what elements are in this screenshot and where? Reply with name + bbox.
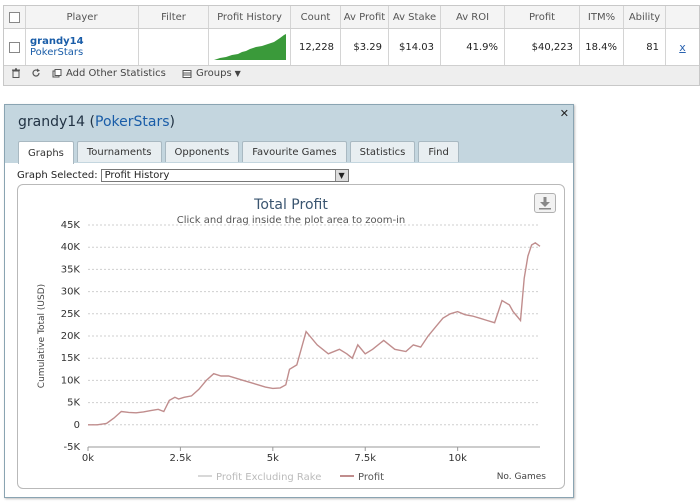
y-tick-label: 20K: [61, 331, 81, 342]
add-statistics-icon: [52, 68, 62, 77]
col-header-count[interactable]: Count: [291, 6, 341, 28]
groups-icon: [182, 69, 192, 78]
profit-chart[interactable]: Total Profit Click and drag inside the p…: [18, 185, 564, 488]
refresh-icon: [32, 68, 40, 77]
col-header-itm[interactable]: ITM%: [580, 6, 624, 28]
y-tick-label: 35K: [61, 264, 81, 275]
count-cell: 12,228: [291, 29, 341, 65]
chevron-down-icon: ▼: [234, 69, 241, 78]
chart-subtitle: Click and drag inside the plot area to z…: [177, 215, 405, 226]
select-all-checkbox-cell[interactable]: [4, 6, 26, 28]
itm-cell: 18.4%: [580, 29, 624, 65]
panel-title: grandy14 (PokerStars): [18, 114, 175, 130]
refresh-button[interactable]: [31, 68, 45, 78]
x-axis-label: No. Games: [497, 472, 547, 482]
sparkline-area: [213, 34, 286, 60]
legend-item-label[interactable]: Profit Excluding Rake: [216, 472, 321, 483]
col-header-player[interactable]: Player: [26, 6, 139, 28]
download-chart-button[interactable]: [534, 193, 556, 213]
trash-icon: [12, 68, 20, 78]
panel-tabs: Graphs Tournaments Opponents Favourite G…: [18, 141, 462, 164]
y-tick-label: 45K: [61, 220, 81, 231]
chart-grid: [88, 224, 540, 448]
chevron-down-icon: ▼: [334, 170, 348, 181]
profit-series-line: [88, 241, 541, 426]
y-tick-label: 30K: [61, 287, 81, 298]
y-axis-label: Cumulative Total (USD): [37, 284, 47, 388]
remove-row-cell: x: [666, 29, 699, 65]
col-header-ability[interactable]: Ability: [624, 6, 666, 28]
chart-series: [88, 241, 541, 426]
player-name-link[interactable]: grandy14: [30, 36, 84, 47]
table-header-row: Player Filter Profit History Count Av Pr…: [4, 6, 699, 29]
player-detail-panel: grandy14 (PokerStars) ✕ Graphs Tournamen…: [4, 104, 574, 498]
col-header-av-stake[interactable]: Av Stake: [389, 6, 441, 28]
y-tick-label: -5K: [63, 442, 80, 453]
tab-favourite-games[interactable]: Favourite Games: [242, 141, 347, 162]
close-icon[interactable]: ✕: [559, 107, 569, 120]
chart-container: Total Profit Click and drag inside the p…: [17, 184, 565, 489]
panel-header: grandy14 (PokerStars) ✕ Graphs Tournamen…: [5, 105, 573, 164]
y-tick-label: 25K: [61, 309, 81, 320]
y-axis-ticks: -5K 0 5K 10K 15K 20K 25K 30K 35K 40K 45K: [61, 220, 81, 453]
x-tick-label: 2.5k: [170, 453, 192, 464]
player-cell: grandy14 PokerStars: [26, 29, 139, 65]
graph-selected-label: Graph Selected:: [17, 170, 98, 181]
table-row: grandy14 PokerStars 12,228 $3.29 $14.03 …: [4, 29, 699, 66]
filter-cell[interactable]: [139, 29, 209, 65]
chart-legend[interactable]: Profit Excluding Rake Profit: [198, 472, 384, 483]
remove-row-link[interactable]: x: [679, 40, 686, 54]
delete-button[interactable]: [11, 68, 25, 78]
col-header-av-profit[interactable]: Av Profit: [341, 6, 389, 28]
tab-tournaments[interactable]: Tournaments: [76, 141, 162, 162]
x-tick-label: 0k: [82, 453, 94, 464]
select-all-checkbox[interactable]: [9, 11, 20, 23]
ability-cell: 81: [624, 29, 666, 65]
y-tick-label: 15K: [61, 353, 81, 364]
row-checkbox-cell[interactable]: [4, 29, 26, 65]
sparkline-chart: [213, 34, 286, 60]
col-header-profit[interactable]: Profit: [505, 6, 580, 28]
tab-opponents[interactable]: Opponents: [164, 141, 240, 162]
x-tick-label: 7.5k: [354, 453, 376, 464]
add-other-statistics-button[interactable]: Add Other Statistics: [52, 68, 166, 79]
x-axis-ticks: 0k 2.5k 5k 7.5k 10k: [82, 447, 467, 464]
col-header-av-roi[interactable]: Av ROI: [441, 6, 505, 28]
x-tick-label: 5k: [267, 453, 279, 464]
tab-find[interactable]: Find: [418, 141, 459, 162]
profit-cell: $40,223: [505, 29, 580, 65]
player-site-link[interactable]: PokerStars: [30, 47, 84, 58]
tab-graphs[interactable]: Graphs: [18, 141, 74, 164]
tab-statistics[interactable]: Statistics: [349, 141, 416, 162]
y-tick-label: 5K: [67, 398, 80, 409]
chart-title: Total Profit: [253, 197, 328, 213]
y-tick-label: 0: [74, 420, 80, 431]
player-stats-table: Player Filter Profit History Count Av Pr…: [3, 5, 700, 86]
col-header-profit-history[interactable]: Profit History: [209, 6, 291, 28]
y-tick-label: 40K: [61, 242, 81, 253]
col-header-filter[interactable]: Filter: [139, 6, 209, 28]
panel-site-link[interactable]: PokerStars: [95, 114, 170, 130]
av-profit-cell: $3.29: [341, 29, 389, 65]
graph-select-dropdown[interactable]: Profit History ▼: [100, 169, 349, 182]
av-stake-cell: $14.03: [389, 29, 441, 65]
profit-history-sparkline[interactable]: [209, 29, 291, 65]
download-icon: [539, 197, 551, 210]
graph-selector: Graph Selected: Profit History ▼: [17, 169, 349, 182]
legend-item-label[interactable]: Profit: [358, 472, 384, 483]
table-footer-toolbar: Add Other Statistics Groups ▼: [4, 66, 699, 85]
col-header-actions: [666, 6, 699, 28]
x-tick-label: 10k: [448, 453, 467, 464]
y-tick-label: 10K: [61, 375, 81, 386]
row-checkbox[interactable]: [9, 41, 20, 53]
av-roi-cell: 41.9%: [441, 29, 505, 65]
groups-dropdown[interactable]: Groups ▼: [182, 68, 241, 79]
